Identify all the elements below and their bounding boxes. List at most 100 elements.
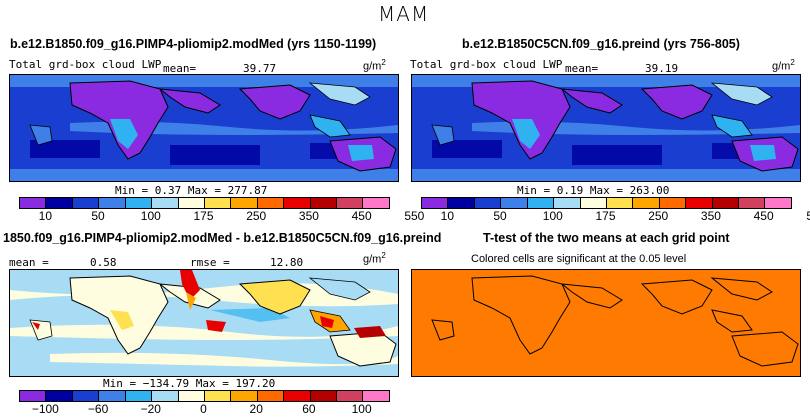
colorbar-swatch [448,198,475,208]
colorbar-swatch [310,391,338,401]
colorbar-tick-label: 175 [595,209,616,223]
colorbar-tick-label: 250 [648,209,669,223]
diff-map [10,270,398,376]
top-left-colorbar-ticks: 10 50 100 175 250 350 450 550 [19,209,425,223]
top-left-case-title: b.e12.B1850.f09_g16.PIMP4-pliomip2.modMe… [10,37,377,51]
colorbar-swatch [231,391,258,401]
colorbar-swatch [257,198,285,208]
colorbar-tick-label: 450 [753,209,774,223]
colorbar-swatch [257,391,285,401]
colorbar-tick-label: −60 [87,402,109,416]
bottom-left-units: g/m2 [363,251,386,266]
colorbar-swatch [554,198,581,208]
colorbar-swatch [72,198,100,208]
colorbar-tick-label: 20 [249,402,263,416]
colorbar-swatch [204,198,232,208]
colorbar-swatch [659,198,687,208]
colorbar-swatch [739,198,766,208]
colorbar-swatch [580,198,607,208]
colorbar-swatch [125,198,153,208]
colorbar-swatch [310,198,338,208]
bottom-left-minmax: Min = −134.79 Max = 197.20 [103,377,276,390]
colorbar-tick-label: 100 [140,209,161,223]
colorbar-swatch [527,198,555,208]
colorbar-swatch [20,198,47,208]
colorbar-swatch [284,391,311,401]
colorbar-swatch [363,198,389,208]
top-right-colorbar [421,197,792,209]
colorbar-swatch [474,198,502,208]
bottom-left-colorbar-ticks: −100 −60 −20 0 20 60 100 [19,402,388,416]
bottom-left-colorbar [19,390,390,402]
colorbar-swatch [72,391,100,401]
colorbar-tick-label: 250 [246,209,267,223]
bottom-right-case-title: T-test of the two means at each grid poi… [483,231,730,245]
top-left-mean-value: 39.77 [243,62,277,75]
colorbar-swatch [633,198,660,208]
top-left-variable: Total grd-box cloud LWP [9,58,162,71]
colorbar-swatch [46,198,73,208]
top-right-minmax: Min = 0.19 Max = 263.00 [517,184,670,197]
colorbar-swatch [337,198,364,208]
bottom-left-case-title: 1850.f09_g16.PIMP4-pliomip2.modMed - b.e… [3,231,442,245]
colorbar-swatch [765,198,791,208]
top-right-colorbar-ticks: 10 50 100 175 250 350 450 550 [421,209,810,223]
colorbar-swatch [337,391,364,401]
top-right-mean-value: 39.19 [645,62,679,75]
top-left-units: g/m2 [363,58,386,73]
bottom-left-rmse-label: rmse = [190,256,230,269]
colorbar-swatch [501,198,528,208]
colorbar-tick-label: 100 [542,209,563,223]
colorbar-tick-label: 450 [351,209,372,223]
colorbar-swatch [606,198,634,208]
colorbar-swatch [178,391,205,401]
bottom-right-map [411,269,801,377]
top-right-units: g/m2 [772,58,795,73]
colorbar-swatch [152,198,179,208]
colorbar-swatch [46,391,73,401]
colorbar-swatch [178,198,205,208]
colorbar-tick-label: 100 [351,402,372,416]
colorbar-tick-label: 50 [493,209,507,223]
colorbar-swatch [231,198,258,208]
figure-title: MAM [378,2,430,26]
colorbar-tick-label: 175 [193,209,214,223]
colorbar-swatch [686,198,713,208]
top-left-map [9,74,399,182]
top-right-mean-label: mean= [565,62,599,75]
colorbar-tick-label: −100 [31,402,59,416]
colorbar-tick-label: 10 [440,209,455,223]
colorbar-swatch [422,198,449,208]
colorbar-tick-label: 50 [91,209,105,223]
colorbar-tick-label: 60 [302,402,316,416]
colorbar-swatch [712,198,740,208]
top-right-variable: Total grd-box cloud LWP [410,58,563,71]
colorbar-swatch [152,391,179,401]
colorbar-tick-label: 0 [200,402,207,416]
colorbar-swatch [20,391,47,401]
colorbar-swatch [125,391,153,401]
colorbar-swatch [363,391,389,401]
colorbar-tick-label: −20 [140,402,161,416]
colorbar-tick-label: 550 [806,209,810,223]
colorbar-tick-label: 350 [700,209,721,223]
top-left-minmax: Min = 0.37 Max = 277.87 [115,184,268,197]
lwp-map-left [10,75,398,181]
colorbar-swatch [204,391,232,401]
colorbar-swatch [99,198,126,208]
top-left-colorbar [19,197,390,209]
colorbar-swatch [99,391,126,401]
lwp-map-right [412,75,800,181]
bottom-left-rmse-value: 12.80 [270,256,304,269]
bottom-left-mean-value: 0.58 [90,256,117,269]
top-right-case-title: b.e12.B1850C5CN.f09_g16.preind (yrs 756-… [462,37,740,51]
colorbar-tick-label: 10 [38,209,53,223]
top-left-mean-label: mean= [163,62,197,75]
bottom-left-mean-label: mean = [9,256,49,269]
colorbar-swatch [284,198,311,208]
colorbar-tick-label: 350 [298,209,319,223]
colorbar-tick-label: 550 [404,209,425,223]
ttest-map [412,270,800,376]
top-right-map [411,74,801,182]
bottom-left-map [9,269,399,377]
